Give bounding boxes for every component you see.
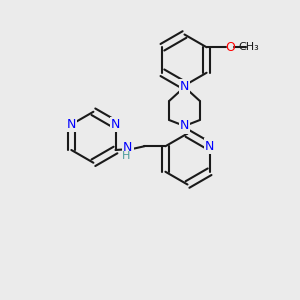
Text: CH₃: CH₃ (239, 42, 260, 52)
Text: N: N (205, 140, 214, 153)
Text: N: N (180, 80, 189, 94)
Text: O: O (226, 41, 236, 54)
Text: N: N (123, 141, 133, 154)
Text: N: N (67, 118, 76, 131)
Text: N: N (180, 119, 189, 133)
Text: H: H (122, 151, 130, 161)
Text: N: N (111, 118, 120, 131)
